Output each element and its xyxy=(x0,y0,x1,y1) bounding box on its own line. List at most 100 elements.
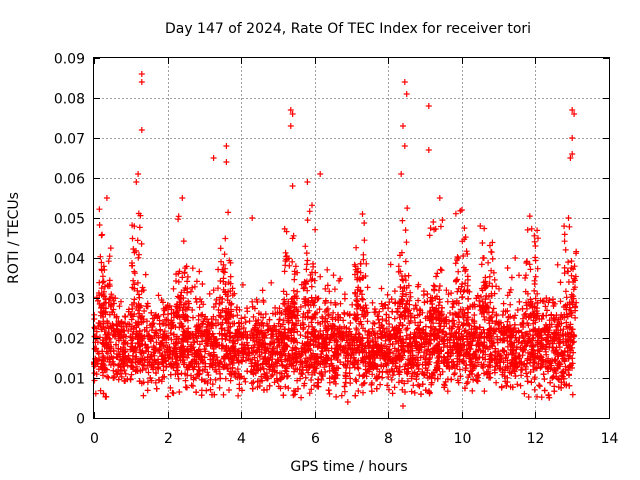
roti-point xyxy=(481,388,488,395)
roti-point xyxy=(236,374,243,381)
roti-point xyxy=(209,364,216,371)
roti-point xyxy=(357,287,364,294)
roti-point xyxy=(570,331,577,338)
roti-point xyxy=(128,362,135,369)
roti-point xyxy=(405,361,412,368)
roti-point xyxy=(397,333,404,340)
roti-point xyxy=(531,277,538,284)
roti-point xyxy=(179,357,186,364)
roti-point xyxy=(474,292,481,299)
roti-point xyxy=(117,351,123,358)
roti-point xyxy=(274,360,281,367)
x-tick-label: 0 xyxy=(90,431,99,447)
roti-point xyxy=(283,291,290,298)
roti-point xyxy=(135,307,141,314)
roti-point xyxy=(545,355,552,362)
roti-point xyxy=(556,344,563,351)
roti-point xyxy=(133,363,140,370)
roti-point xyxy=(291,368,297,375)
roti-point xyxy=(249,215,256,221)
roti-point xyxy=(505,351,512,358)
roti-point xyxy=(337,330,344,337)
roti-point xyxy=(391,368,398,375)
roti-point xyxy=(248,363,255,370)
roti-point xyxy=(565,279,572,285)
roti-point xyxy=(261,334,268,341)
roti-point xyxy=(371,306,378,312)
roti-point xyxy=(221,251,228,258)
roti-point xyxy=(348,333,355,339)
roti-point xyxy=(344,339,351,346)
roti-point xyxy=(510,328,517,335)
roti-point xyxy=(565,259,572,266)
roti-point xyxy=(360,372,367,379)
roti-point xyxy=(255,317,262,323)
roti-point xyxy=(224,293,231,300)
roti-point xyxy=(490,269,497,276)
roti-point xyxy=(486,242,493,249)
roti-point xyxy=(401,305,408,312)
roti-point xyxy=(526,337,533,344)
roti-point xyxy=(239,341,245,348)
roti-point xyxy=(338,392,345,399)
roti-point xyxy=(389,341,396,347)
roti-point xyxy=(517,382,524,389)
roti-point xyxy=(149,321,156,328)
roti-point xyxy=(190,334,196,341)
roti-point xyxy=(561,264,568,271)
roti-point xyxy=(96,206,103,213)
y-axis-label: ROTI / TECUs xyxy=(6,192,22,284)
roti-point xyxy=(402,389,408,395)
roti-point xyxy=(543,341,550,348)
roti-point xyxy=(531,376,538,382)
roti-point xyxy=(355,365,362,372)
roti-point xyxy=(354,311,361,318)
roti-point xyxy=(420,329,427,336)
roti-point xyxy=(222,235,229,242)
roti-point xyxy=(133,179,140,185)
roti-point xyxy=(285,298,292,305)
roti-point xyxy=(261,355,268,362)
roti-point xyxy=(412,319,419,326)
roti-point xyxy=(322,285,329,292)
roti-point xyxy=(193,299,200,305)
roti-point xyxy=(436,350,443,357)
roti-point xyxy=(359,349,366,356)
roti-point xyxy=(442,331,449,338)
roti-point xyxy=(321,319,328,325)
roti-point xyxy=(136,378,143,385)
roti-point xyxy=(407,318,414,325)
roti-point xyxy=(404,342,411,349)
roti-point xyxy=(489,255,496,262)
roti-point xyxy=(107,295,114,302)
roti-point xyxy=(571,275,578,282)
roti-point xyxy=(141,326,148,333)
roti-point xyxy=(314,319,321,326)
roti-point xyxy=(568,258,575,265)
roti-point xyxy=(490,305,497,312)
roti-point xyxy=(386,386,392,393)
roti-point xyxy=(133,322,140,329)
roti-point xyxy=(399,322,406,329)
roti-point xyxy=(309,330,316,337)
roti-point xyxy=(103,195,110,201)
roti-point xyxy=(198,376,205,383)
roti-point xyxy=(177,350,184,357)
roti-point xyxy=(407,331,414,338)
roti-point xyxy=(390,358,397,365)
roti-point xyxy=(381,302,388,309)
roti-point xyxy=(278,310,285,317)
roti-point xyxy=(504,379,511,385)
roti-point xyxy=(492,349,498,356)
roti-point xyxy=(324,305,331,312)
roti-point xyxy=(353,348,359,354)
x-tick-label: 14 xyxy=(601,431,619,447)
roti-point xyxy=(525,349,531,356)
roti-point xyxy=(316,341,323,348)
roti-point xyxy=(269,371,276,378)
roti-point xyxy=(334,327,341,334)
roti-point xyxy=(332,337,339,344)
roti-point xyxy=(140,392,147,399)
roti-point xyxy=(438,267,445,274)
roti-point xyxy=(176,314,183,321)
